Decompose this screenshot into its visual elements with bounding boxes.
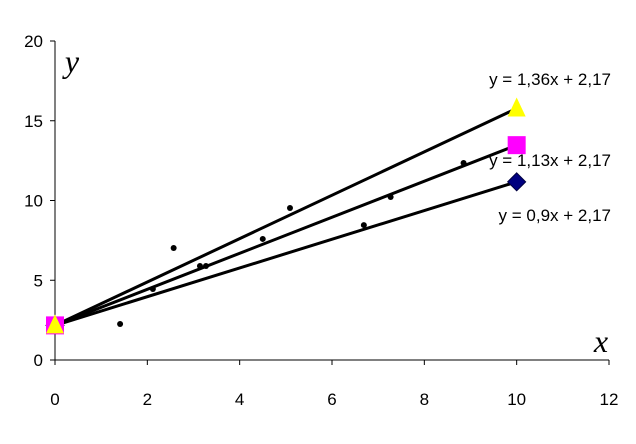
data-point [286,204,293,211]
x-axis-title: x [593,323,608,359]
equation-label: y = 1,13x + 2,17 [489,151,611,170]
x-tick-label: 8 [420,390,429,409]
fit-line [54,107,518,327]
square-marker [507,136,526,155]
data-point [117,320,124,327]
y-tick-label: 0 [34,351,43,370]
triangle-marker [46,314,64,334]
equation-label: y = 0,9x + 2,17 [499,206,611,225]
y-tick-label: 5 [34,271,43,290]
equation-label: y = 1,36x + 2,17 [489,70,611,89]
x-tick-label: 6 [327,390,336,409]
x-tick-label: 2 [143,390,152,409]
triangle-marker [507,97,526,117]
y-tick-label: 10 [24,192,43,211]
data-point [259,235,266,242]
y-tick-label: 15 [24,112,43,131]
diamond-marker [506,172,527,192]
x-tick-label: 0 [50,390,59,409]
x-tick-label: 4 [235,390,244,409]
data-point [170,245,177,252]
x-tick-label: 12 [600,390,619,409]
fit-line [54,143,518,327]
data-point [360,222,367,229]
y-tick-label: 20 [24,32,43,51]
y-axis-title: y [62,43,80,79]
fit-line [54,180,518,327]
x-tick-label: 10 [507,390,526,409]
